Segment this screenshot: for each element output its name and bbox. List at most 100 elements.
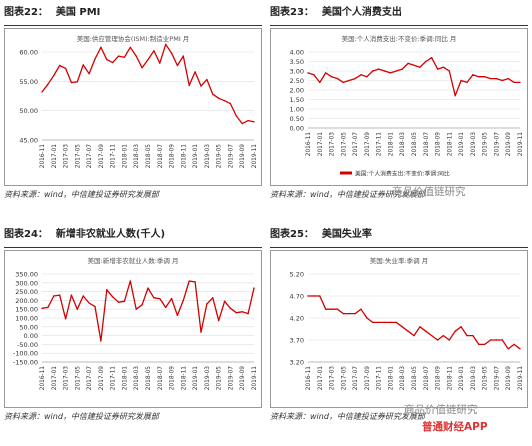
data-point [194,71,196,73]
data-point [64,67,67,70]
data-point [430,334,433,337]
y-tick-label: 50.00 [19,323,38,331]
data-point [164,43,167,46]
data-point [76,308,79,310]
data-point [383,321,386,324]
data-point [212,93,214,95]
x-tick-label: 2019-11 [518,132,524,157]
data-point [407,330,409,332]
data-point [170,297,173,300]
x-tick-label: 2018-03 [134,366,140,391]
y-tick-label: 200.00 [15,297,38,305]
x-tick-label: 2017-09 [99,366,105,391]
data-point [176,64,179,67]
data-point [135,55,137,57]
x-tick-label: 2019-09 [506,132,512,157]
data-point [117,55,120,57]
data-point [147,58,149,61]
x-tick-label: 2016-11 [306,366,312,391]
source-note: 资料来源：wind，中信建投证券研究发展部 [270,412,425,421]
data-point [366,317,368,319]
data-point [389,72,392,74]
y-tick-label: 150.00 [15,306,38,314]
data-point [425,330,427,332]
y-tick-label: 3.70 [290,337,304,345]
data-point [176,314,179,317]
x-tick-label: 2019-01 [193,144,199,169]
x-tick-label: 2018-09 [436,366,442,391]
x-tick-label: 2019-01 [459,132,465,157]
x-tick-label: 2018-11 [447,132,453,157]
figure-title: 美国 PMI [55,7,101,18]
data-point [401,68,403,70]
x-tick-label: 2018-05 [146,366,152,391]
x-tick-label: 2017-11 [377,132,383,157]
x-tick-label: 2017-11 [377,366,383,391]
data-point [501,339,504,341]
data-point [354,312,356,315]
data-point [106,289,108,291]
figure-header: 图表24： 新增非农就业人数(千人) [4,222,262,247]
figure-header: 图表25： 美国失业率 [270,222,528,247]
data-point [223,99,226,102]
header-rule [270,247,528,248]
data-point [342,312,345,315]
data-point [182,299,185,302]
data-point [194,281,196,283]
x-tick-label: 2017-07 [87,144,93,169]
chart-panel-unemployment: 图表25： 美国失业率 美国:失业率:季调 月 3.20 3.70 4.20 4.70 5.… [270,222,528,422]
chart-frame [4,28,262,186]
data-point [489,339,492,341]
data-point [389,321,392,324]
x-tick-label: 2018-05 [146,144,152,169]
x-tick-label: 2018-01 [388,366,394,391]
y-tick-label: 100.00 [15,315,38,323]
x-tick-label: 2018-09 [436,132,442,157]
x-tick-label: 2017-09 [99,144,105,169]
data-point [253,121,255,123]
data-point [58,294,61,296]
pce-line-chart: 美国:个人消费支出:不变价:季调:同比 月 0.00 0.501.00 1.502.0… [270,28,528,186]
y-tick-label: 0.50 [290,115,304,123]
x-tick-label: 2019-03 [205,144,211,169]
x-tick-label: 2017-11 [111,144,117,169]
data-point [507,348,509,350]
x-tick-label: 2019-03 [471,132,477,157]
x-tick-label: 2019-05 [217,366,223,391]
x-tick-label: 2018-01 [388,132,394,157]
data-point [466,81,468,84]
data-point [88,302,90,304]
data-point [513,343,515,346]
data-point [372,321,374,324]
data-point [307,72,309,74]
x-tick-label: 2017-05 [75,144,81,169]
x-tick-label: 2018-03 [400,366,406,391]
data-point [235,115,238,117]
data-point [495,77,498,80]
data-point [247,312,249,315]
data-point [53,295,55,297]
chart-panel-pce: 图表23： 美国个人消费支出 美国:个人消费支出:不变价:季调:同比 月 0.00 0… [270,0,528,200]
data-point [336,77,339,80]
data-point [129,46,132,49]
y-tick-label: 3.50 [290,58,304,66]
data-point [188,280,190,282]
data-point [229,307,232,310]
data-point [377,68,380,70]
data-point [407,62,409,65]
data-point [82,295,84,297]
y-tick-label: -150.00 [13,359,38,367]
data-point [460,326,462,328]
data-point [419,66,421,68]
x-tick-label: 2019-03 [205,366,211,391]
data-point [206,303,208,305]
data-point [342,81,345,84]
data-point [448,70,451,72]
x-tick-label: 2018-07 [158,144,164,169]
chart-title: 美国:新增非农就业人数:季调 月 [88,256,179,265]
data-point [123,300,126,302]
x-tick-label: 2019-01 [459,366,465,391]
data-point [348,79,350,82]
data-point [82,64,84,66]
y-tick-label: 5.20 [290,271,304,279]
